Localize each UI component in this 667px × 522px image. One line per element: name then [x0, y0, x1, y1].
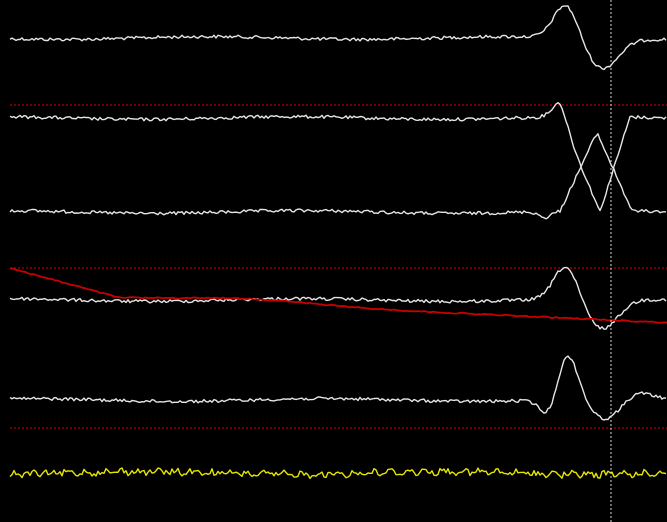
trace-ref: [9, 467, 667, 480]
trace-ch3: [9, 133, 666, 220]
trace-ch1: [9, 5, 667, 71]
trace-ch5: [9, 355, 667, 421]
trace-ch4: [9, 266, 667, 330]
trace-ch2: [9, 102, 667, 212]
trace-drift: [9, 267, 667, 324]
